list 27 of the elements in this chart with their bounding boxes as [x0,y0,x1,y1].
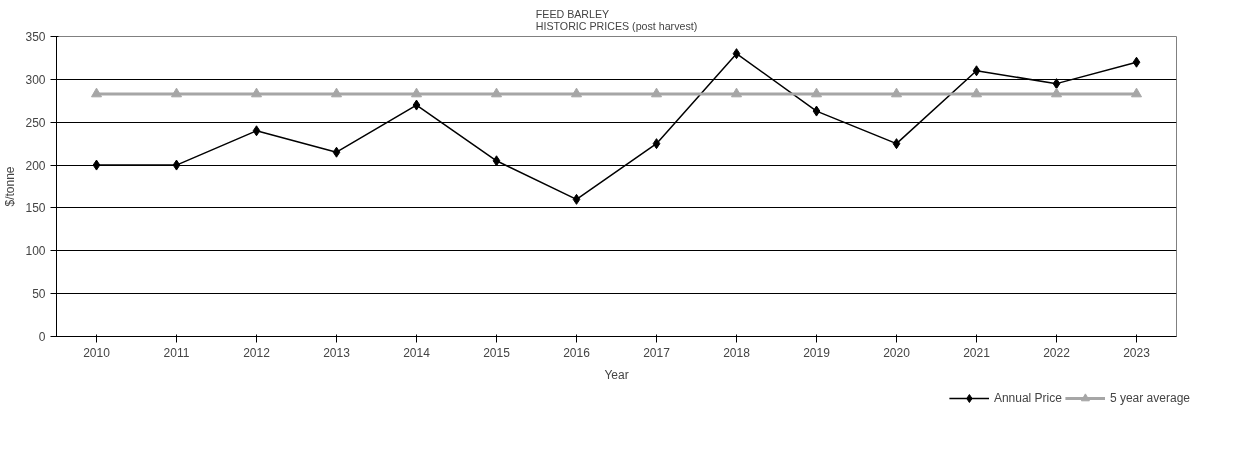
x-tick-label: 2012 [243,345,271,360]
y-tick-label: 200 [25,158,46,173]
x-axis-title: Year [604,367,629,382]
x-tick-label: 2020 [883,345,911,360]
y-tick-label: 350 [25,30,46,44]
legend-label: 5 year average [1109,391,1190,405]
x-tick-label: 2016 [563,345,591,360]
y-tick-label: 100 [25,244,46,259]
y-axis-title: $/tonne [3,166,18,207]
legend-label: Annual Price [993,391,1062,405]
x-tick-label: 2014 [403,345,431,360]
x-tick-label: 2010 [83,345,111,360]
y-tick-label: 150 [25,201,46,216]
x-tick-label: 2022 [1043,345,1071,360]
x-tick-label: 2017 [643,345,671,360]
x-tick-label: 2023 [1123,345,1151,360]
x-tick-label: 2019 [803,345,831,360]
x-tick-label: 2021 [963,345,991,360]
chart-title: FEED BARLEY HISTORIC PRICES (post harvest) [535,7,698,32]
x-tick-label: 2018 [723,345,751,360]
y-tick-label: 50 [32,287,46,302]
y-tick-label: 300 [25,72,46,87]
x-tick-label: 2013 [323,345,351,360]
x-tick-label: 2011 [163,345,190,360]
x-tick-label: 2015 [483,345,511,360]
y-tick-label: 250 [25,115,46,130]
y-tick-label: 0 [38,330,46,344]
